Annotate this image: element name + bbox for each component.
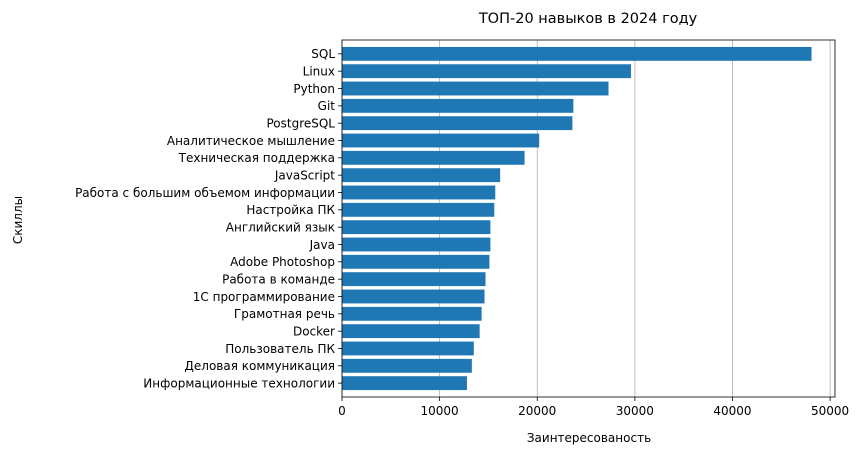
y-tick-label: Java <box>309 238 335 252</box>
y-axis-label: Скиллы <box>11 196 25 244</box>
y-tick-label: PostgreSQL <box>266 116 335 130</box>
tick-labels: SQL Linux Python Git PostgreSQL Аналитическое… <box>75 47 849 418</box>
bar <box>342 64 631 79</box>
bar <box>342 98 574 113</box>
bar <box>342 46 812 61</box>
y-tick-label: JavaScript <box>274 168 335 182</box>
x-tick-label: 10000 <box>421 404 459 418</box>
y-tick-label: Docker <box>293 324 335 338</box>
y-tick-label: SQL <box>311 47 335 61</box>
y-tick-label: 1С программирование <box>193 290 335 304</box>
x-tick-label: 30000 <box>616 404 654 418</box>
bar <box>342 289 485 304</box>
y-tick-label: Английский язык <box>226 220 335 234</box>
y-tick-label: Linux <box>303 64 335 78</box>
plot-frame <box>341 39 836 398</box>
bar <box>342 358 472 373</box>
x-tick-label: 50000 <box>811 404 849 418</box>
y-tick-label: Git <box>318 99 336 113</box>
x-tick-label: 20000 <box>518 404 556 418</box>
x-tick-label: 0 <box>338 404 346 418</box>
bar <box>342 116 573 131</box>
x-axis-label: Заинтересованость <box>527 431 651 445</box>
y-tick-label: Adobe Photoshop <box>230 255 335 269</box>
bar <box>342 150 525 165</box>
axes <box>338 39 836 401</box>
y-tick-label: Python <box>293 82 335 96</box>
bar <box>342 272 486 287</box>
bar <box>342 220 491 235</box>
bar <box>342 376 467 391</box>
bar <box>342 185 496 200</box>
bar <box>342 133 540 148</box>
y-tick-label: Информационные технологии <box>143 376 335 390</box>
bar <box>342 237 491 252</box>
y-tick-label: Деловая коммуникация <box>185 359 335 373</box>
y-tick-label: Аналитическое мышление <box>167 134 335 148</box>
chart-title: ТОП-20 навыков в 2024 году <box>478 11 698 27</box>
bar <box>342 81 609 96</box>
y-tick-label: Грамотная речь <box>234 307 335 321</box>
y-tick-label: Пользователь ПК <box>225 342 335 356</box>
y-tick-label: Настройка ПК <box>246 203 335 217</box>
bar <box>342 341 474 356</box>
bar <box>342 254 490 269</box>
x-tick-label: 40000 <box>713 404 751 418</box>
y-tick-label: Техническая поддержка <box>178 151 335 165</box>
bar <box>342 306 482 321</box>
bars <box>342 46 812 391</box>
bar <box>342 324 480 339</box>
bar <box>342 202 495 217</box>
y-tick-label: Работа в команде <box>222 272 335 286</box>
bar <box>342 168 501 183</box>
y-tick-label: Работа с большим объемом информации <box>75 186 335 200</box>
